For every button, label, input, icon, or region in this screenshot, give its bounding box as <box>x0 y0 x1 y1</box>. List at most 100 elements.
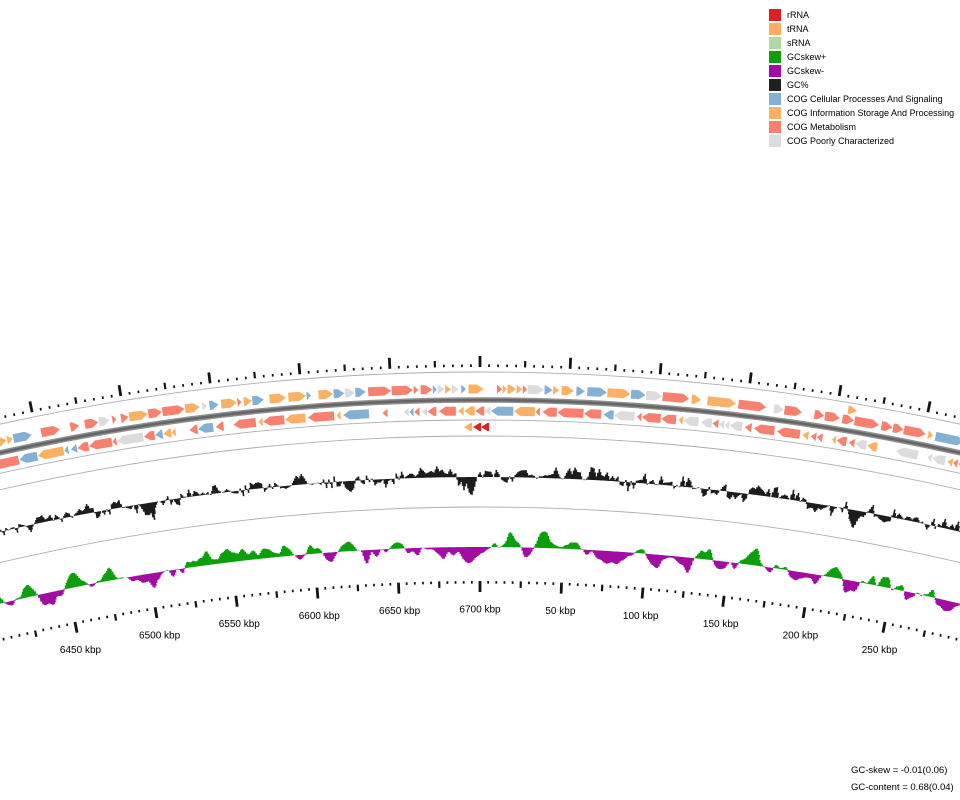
gene-arrow <box>163 428 172 438</box>
gene-arrow <box>243 397 252 407</box>
gene-arrow <box>355 387 366 397</box>
gene-arrow <box>816 433 824 443</box>
gene-arrow <box>19 451 39 463</box>
ruler-ticks-major <box>73 581 887 633</box>
gene-arrow <box>662 392 690 403</box>
gene-arrow <box>724 420 730 430</box>
gene-arrow <box>120 413 129 423</box>
gene-arrow <box>802 431 810 441</box>
gene-arrow <box>437 384 445 394</box>
gene-arrow <box>484 406 491 416</box>
gc-content-stat: GC-content = 0.68(0.04) <box>851 782 954 793</box>
gene-arrow <box>258 417 264 427</box>
gene-arrow <box>496 384 503 394</box>
legend-label: COG Cellular Processes And Signaling <box>787 94 943 104</box>
gene-arrow <box>927 430 934 440</box>
ruler-label: 200 kbp <box>783 630 819 641</box>
gene-arrow <box>661 414 677 425</box>
legend-label: GCskew- <box>787 66 825 76</box>
gene-arrow <box>306 391 312 401</box>
gene-arrow <box>848 438 856 448</box>
genome-backbone <box>0 397 960 456</box>
gene-arrow <box>544 385 553 395</box>
gene-arrow <box>841 414 854 425</box>
gene-arrow <box>892 423 904 433</box>
gc-stats: GC-skew = -0.01(0.06) GC-content = 0.68(… <box>851 762 954 796</box>
gene-arrow <box>927 453 933 463</box>
gene-arrow <box>147 408 162 419</box>
gene-arrow <box>220 398 237 409</box>
gene-arrow <box>516 384 523 394</box>
legend-swatch <box>769 79 781 91</box>
gene-arrow <box>284 413 306 424</box>
gene-arrow <box>117 432 144 445</box>
forward-rna-track <box>847 405 857 414</box>
gene-arrow <box>729 421 743 432</box>
gene-arrow <box>6 435 13 445</box>
gene-arrow <box>40 426 60 438</box>
gene-arrow <box>37 446 65 460</box>
gene-arrow <box>903 425 926 438</box>
legend-label: sRNA <box>787 38 811 48</box>
gene-arrow <box>64 445 70 455</box>
gene-arrow <box>867 442 878 452</box>
legend-swatch <box>769 23 781 35</box>
legend-item: GCskew+ <box>769 50 954 64</box>
forward-cds-track <box>0 384 960 447</box>
inner-ruler-labels: 6450 kbp 6500 kbp 6550 kbp 6600 kbp 6650 kbp… <box>60 605 898 656</box>
gene-arrow <box>0 437 7 447</box>
gene-arrow <box>69 422 80 432</box>
ruler-label: 6500 kbp <box>139 630 181 641</box>
ruler-label: 6600 kbp <box>299 611 341 622</box>
gc-skew-stat: GC-skew = -0.01(0.06) <box>851 765 948 776</box>
gene-arrow <box>201 402 207 411</box>
gene-arrow <box>561 386 574 396</box>
gene-arrow <box>584 409 602 419</box>
gene-arrow <box>953 459 959 468</box>
gene-arrow <box>198 422 214 433</box>
gene-arrow <box>810 432 817 442</box>
gene-arrow <box>269 393 286 404</box>
legend-item: rRNA <box>769 8 954 22</box>
ruler-ticks-medium <box>33 581 927 638</box>
reverse-rna-track <box>464 423 489 431</box>
gene-arrow <box>427 406 437 416</box>
gene-arrow <box>691 394 701 404</box>
gc-content-track <box>0 466 960 536</box>
gene-arrow <box>111 415 117 425</box>
gene-arrow <box>420 385 433 395</box>
ring-boundary-arc <box>0 419 960 474</box>
gene-arrow <box>468 384 484 394</box>
backbone-core <box>0 398 960 455</box>
gene-arrow <box>318 389 333 400</box>
gene-arrow <box>475 406 485 416</box>
ruler-ticks-minor <box>2 581 958 641</box>
gene-arrow <box>89 437 113 450</box>
gene-arrow <box>445 384 452 394</box>
gene-arrow <box>947 458 954 467</box>
gene-arrow <box>413 385 419 395</box>
gene-arrow <box>642 413 662 423</box>
gene-arrow <box>333 389 345 399</box>
gene-arrow <box>438 406 456 416</box>
gene-arrow <box>344 388 355 398</box>
legend-swatch <box>769 9 781 21</box>
gene-arrow <box>451 384 459 394</box>
legend-item: COG Information Storage And Processing <box>769 106 954 120</box>
gc-skew-positive-plot <box>0 531 936 604</box>
gene-arrow <box>513 406 535 417</box>
gene-arrow <box>215 421 225 431</box>
gene-arrow <box>934 431 960 446</box>
gene-arrow <box>491 406 514 416</box>
legend-item: GCskew- <box>769 64 954 78</box>
gene-arrow <box>587 387 607 397</box>
gene-arrow <box>464 423 472 431</box>
gene-arrow <box>737 399 767 412</box>
gene-arrow <box>367 386 392 397</box>
gene-arrow <box>473 423 481 431</box>
legend-label: GC% <box>787 80 809 90</box>
legend-label: COG Metabolism <box>787 122 857 132</box>
gene-arrow <box>481 423 489 431</box>
gene-arrow <box>70 443 78 453</box>
